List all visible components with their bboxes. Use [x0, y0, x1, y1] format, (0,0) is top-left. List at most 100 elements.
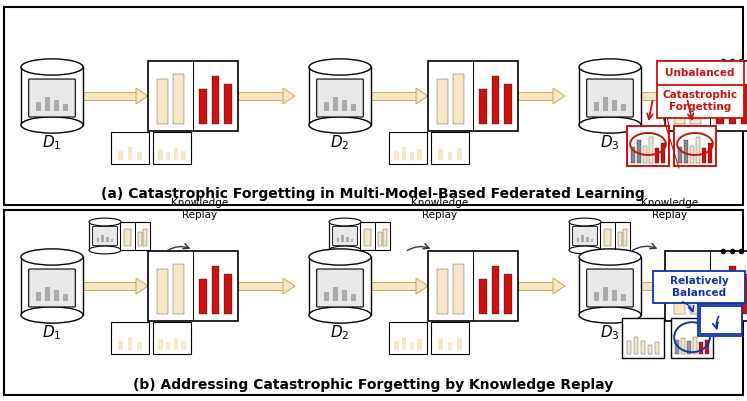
Bar — [612, 100, 617, 111]
FancyBboxPatch shape — [653, 271, 745, 303]
Bar — [428, 251, 518, 321]
Bar — [586, 237, 589, 242]
Bar — [681, 338, 685, 354]
Bar — [453, 263, 465, 314]
FancyBboxPatch shape — [93, 226, 117, 246]
Bar — [166, 342, 170, 350]
Bar — [153, 132, 191, 164]
Text: Unbalanced: Unbalanced — [666, 68, 735, 78]
Bar — [389, 322, 427, 354]
Bar — [394, 150, 399, 160]
Bar — [654, 342, 660, 354]
Ellipse shape — [579, 117, 641, 133]
Bar — [741, 84, 747, 124]
Bar — [111, 322, 149, 354]
FancyBboxPatch shape — [317, 79, 363, 117]
Bar — [364, 229, 371, 246]
Bar — [63, 104, 68, 111]
Bar — [641, 92, 674, 100]
Bar — [480, 279, 487, 314]
Text: (a) Catastrophic Forgetting in Multi-Model-Based Federated Learning: (a) Catastrophic Forgetting in Multi-Mod… — [101, 187, 645, 201]
Ellipse shape — [569, 218, 601, 226]
Bar — [389, 132, 427, 164]
Bar — [173, 73, 185, 124]
Bar — [417, 149, 421, 160]
Polygon shape — [674, 278, 686, 294]
Bar — [708, 143, 712, 163]
Text: Knowledge
Replay: Knowledge Replay — [171, 198, 229, 220]
Bar — [137, 342, 142, 350]
Bar — [371, 282, 416, 290]
Bar — [675, 340, 679, 354]
Bar — [143, 229, 146, 246]
Bar — [693, 337, 697, 354]
Bar — [457, 148, 462, 160]
Bar — [480, 89, 487, 124]
Polygon shape — [416, 278, 428, 294]
Text: Knowledge
Replay: Knowledge Replay — [412, 198, 468, 220]
Bar — [351, 294, 356, 301]
Bar — [211, 266, 220, 314]
Bar — [383, 229, 387, 246]
Bar — [631, 147, 635, 163]
Bar — [138, 232, 142, 246]
Bar — [111, 239, 114, 242]
Bar — [333, 97, 338, 111]
Bar — [577, 238, 580, 242]
Bar — [641, 282, 674, 290]
FancyBboxPatch shape — [28, 269, 75, 307]
Bar — [181, 340, 186, 350]
Bar — [603, 97, 608, 111]
Bar — [633, 337, 638, 354]
Ellipse shape — [309, 307, 371, 323]
Bar — [699, 342, 703, 354]
Bar — [333, 287, 338, 301]
FancyBboxPatch shape — [317, 269, 363, 307]
Bar — [591, 239, 593, 242]
Bar — [54, 290, 59, 301]
Polygon shape — [136, 278, 148, 294]
Bar — [438, 149, 443, 160]
Bar — [438, 338, 443, 350]
Bar — [700, 306, 742, 334]
Bar — [36, 102, 41, 111]
Bar — [705, 340, 709, 354]
Bar — [166, 152, 170, 160]
Bar — [665, 61, 747, 131]
Bar — [604, 229, 611, 246]
Bar — [371, 92, 416, 100]
Bar — [128, 147, 132, 160]
Bar — [436, 79, 448, 124]
Bar — [199, 89, 207, 124]
Bar — [148, 61, 238, 131]
Bar — [696, 137, 700, 163]
Bar — [4, 7, 743, 205]
Polygon shape — [136, 88, 148, 104]
Ellipse shape — [21, 307, 83, 323]
Bar — [665, 251, 747, 321]
Bar — [402, 337, 406, 350]
Bar — [83, 282, 136, 290]
Bar — [579, 257, 641, 315]
Bar — [503, 84, 512, 124]
Polygon shape — [416, 88, 428, 104]
Bar — [581, 235, 584, 242]
Bar — [457, 338, 462, 350]
Bar — [21, 67, 83, 125]
Bar — [569, 222, 601, 250]
Bar — [716, 279, 725, 314]
Text: Catastrophic
Forgetting: Catastrophic Forgetting — [663, 90, 737, 112]
Text: Relatively
Balanced: Relatively Balanced — [669, 276, 728, 298]
Bar — [394, 340, 399, 350]
Bar — [402, 147, 406, 160]
Polygon shape — [283, 278, 295, 294]
Bar — [309, 67, 371, 125]
Bar — [637, 140, 641, 163]
Bar — [431, 322, 469, 354]
Bar — [621, 104, 626, 111]
Bar — [238, 92, 283, 100]
Bar — [643, 146, 647, 163]
Bar — [503, 274, 512, 314]
Bar — [4, 210, 743, 395]
Bar — [689, 92, 701, 124]
